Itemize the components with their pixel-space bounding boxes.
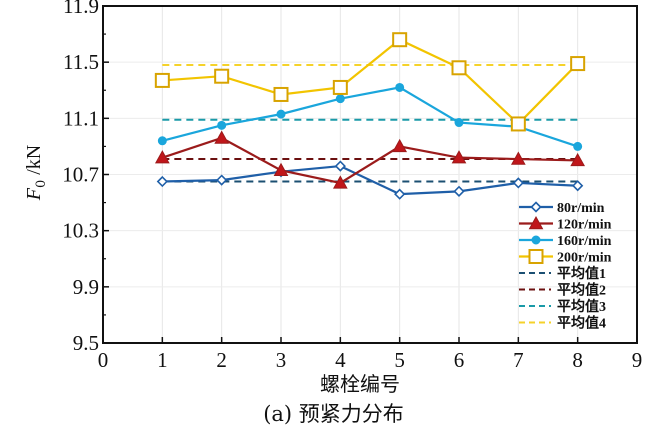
legend-marker bbox=[531, 235, 541, 245]
x-tick-label: 2 bbox=[216, 348, 227, 372]
y-axis-title-sub: 0 bbox=[34, 180, 49, 188]
legend: 80r/min120r/min160r/min200r/min平均值1平均值2平… bbox=[519, 201, 612, 332]
data-point bbox=[214, 130, 230, 144]
data-point bbox=[392, 32, 408, 48]
series-line bbox=[162, 38, 579, 126]
data-point bbox=[332, 79, 348, 95]
data-point bbox=[157, 136, 167, 146]
axis-ticks bbox=[102, 5, 638, 344]
legend-item: 200r/min bbox=[519, 249, 612, 266]
legend-item: 平均值2 bbox=[519, 282, 606, 299]
y-tick-label: 11.5 bbox=[63, 50, 99, 74]
legend-marker bbox=[528, 215, 544, 230]
series-line bbox=[162, 86, 579, 148]
data-point bbox=[454, 118, 464, 128]
y-axis-title-main: F bbox=[23, 187, 45, 201]
y-tick-label: 9.5 bbox=[73, 331, 99, 355]
series-line bbox=[162, 164, 578, 196]
series-200r-min bbox=[154, 32, 586, 132]
data-point bbox=[394, 188, 406, 200]
x-tick-label: 7 bbox=[513, 348, 524, 372]
data-point bbox=[395, 82, 405, 92]
legend-label: 平均值1 bbox=[557, 265, 606, 282]
series-group bbox=[154, 32, 586, 200]
data-point bbox=[510, 151, 526, 165]
y-tick-label: 11.1 bbox=[63, 106, 99, 130]
figure-caption: (a) 预紧力分布 bbox=[263, 402, 404, 426]
data-point bbox=[154, 150, 170, 164]
x-tick-labels: 0 1 2 3 4 5 6 7 8 9 bbox=[98, 348, 643, 372]
legend-label: 200r/min bbox=[557, 251, 612, 266]
legend-item: 120r/min bbox=[519, 215, 612, 233]
legend-item: 160r/min bbox=[519, 234, 612, 249]
series-line bbox=[161, 136, 578, 185]
y-tick-label: 10.7 bbox=[62, 163, 99, 187]
y-tick-label: 11.9 bbox=[63, 0, 99, 18]
legend-label: 120r/min bbox=[557, 218, 612, 233]
series-120r-min bbox=[154, 130, 586, 189]
data-point bbox=[451, 60, 467, 76]
legend-label: 80r/min bbox=[557, 201, 605, 216]
y-axis-title-unit: /kN bbox=[23, 145, 45, 180]
y-tick-label: 10.3 bbox=[62, 219, 99, 243]
legend-label: 平均值2 bbox=[557, 282, 606, 299]
x-tick-label: 6 bbox=[454, 348, 465, 372]
legend-label: 平均值3 bbox=[557, 298, 606, 315]
x-axis-title: 螺栓编号 bbox=[320, 372, 400, 396]
legend-marker bbox=[528, 249, 544, 264]
data-point bbox=[573, 141, 583, 151]
data-point bbox=[570, 56, 586, 72]
legend-marker bbox=[530, 201, 542, 213]
x-tick-label: 0 bbox=[98, 348, 109, 372]
data-point bbox=[276, 109, 286, 119]
legend-item: 平均值4 bbox=[519, 315, 606, 332]
data-point bbox=[335, 94, 345, 104]
x-tick-label: 4 bbox=[335, 348, 346, 372]
data-point bbox=[217, 120, 227, 130]
data-point bbox=[451, 150, 467, 164]
y-axis-title: F0 /kN bbox=[23, 145, 49, 202]
x-tick-label: 1 bbox=[157, 348, 168, 372]
data-point bbox=[570, 152, 586, 167]
legend-item: 80r/min bbox=[519, 201, 605, 216]
data-point bbox=[334, 160, 346, 172]
y-tick-labels: 9.5 9.9 10.3 10.7 11.1 11.5 11.9 bbox=[62, 0, 99, 355]
legend-item: 平均值3 bbox=[519, 298, 606, 315]
data-point bbox=[453, 185, 465, 197]
data-point bbox=[273, 86, 289, 102]
data-point bbox=[214, 68, 230, 84]
legend-label: 平均值4 bbox=[557, 315, 606, 332]
data-point bbox=[392, 138, 408, 153]
x-tick-label: 3 bbox=[276, 348, 287, 372]
legend-label: 160r/min bbox=[557, 234, 612, 249]
data-point bbox=[154, 72, 170, 88]
x-tick-label: 8 bbox=[572, 348, 583, 372]
data-point bbox=[572, 180, 584, 192]
x-tick-label: 9 bbox=[632, 348, 643, 372]
data-point bbox=[156, 175, 168, 188]
data-point bbox=[216, 174, 228, 186]
data-point bbox=[512, 177, 524, 189]
data-point bbox=[510, 116, 526, 132]
data-point bbox=[332, 175, 348, 189]
legend-item: 平均值1 bbox=[519, 265, 606, 282]
data-point bbox=[273, 162, 289, 176]
y-tick-label: 9.9 bbox=[73, 275, 99, 299]
x-tick-label: 5 bbox=[394, 348, 405, 372]
